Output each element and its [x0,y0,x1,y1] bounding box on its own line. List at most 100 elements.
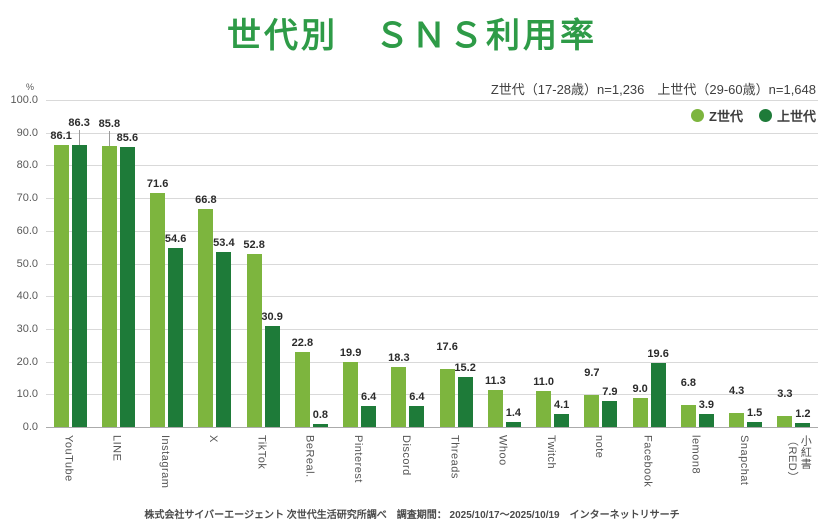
bar-z-10 [536,391,552,427]
value-label: 1.2 [795,408,811,421]
bar-z-3 [198,208,214,427]
bar-elder-13 [698,414,714,427]
x-axis-label: Instagram [158,435,171,489]
gridline [46,230,818,232]
bar-z-5 [294,352,310,427]
gridline [46,296,818,298]
value-label: 6.4 [409,391,425,404]
value-label: 86.3 [68,116,90,129]
bar-z-7 [391,367,407,427]
x-axis-label: YouTube [62,435,75,482]
x-axis-label: lemon8 [689,435,702,475]
value-label: 7.9 [602,386,618,399]
gridline [46,394,818,396]
value-label: 54.6 [164,233,187,246]
label-leader-line [109,131,111,147]
chart-title: 世代別 ＳＮＳ利用率 [227,17,597,55]
value-label: 17.6 [436,341,458,354]
x-axis-label: Twitch [544,435,557,470]
bar-elder-5 [312,424,328,427]
label-leader-line [79,129,81,145]
bar-elder-10 [554,413,570,427]
value-label: 1.4 [505,407,522,420]
legend-label: Z世代 [709,109,743,124]
bar-z-0 [53,145,69,427]
bar-elder-12 [650,362,666,427]
x-axis-label: BeReal. [303,435,316,478]
y-axis-tick-label: 10.0 [16,388,38,401]
gridline [46,361,818,363]
bar-elder-0 [71,144,87,427]
x-axis-label: Threads [448,435,461,479]
y-axis-tick-label: 60.0 [16,224,38,237]
legend-item-older-generation: 上世代 [758,106,816,125]
bar-z-2 [150,192,166,427]
gridline [46,100,818,101]
y-axis-tick-label: 0.0 [22,421,38,433]
bar-elder-6 [361,406,377,427]
x-axis-label: Facebook [641,435,654,488]
x-axis-label: TikTok [255,435,268,470]
gridline [46,427,818,428]
y-axis-tick-label: 40.0 [16,290,38,303]
value-label: 4.1 [553,398,570,411]
bar-elder-4 [264,325,280,427]
y-axis-tick-label: 70.0 [16,192,38,205]
legend-marker-icon [758,109,772,122]
bar-elder-11 [602,401,618,427]
bar-z-13 [680,404,696,427]
bar-elder-9 [505,422,521,427]
y-axis-tick-label: 50.0 [16,257,38,270]
y-axis-tick-label: 20.0 [16,355,38,368]
source-note: 株式会社サイバーエージェント 次世代生活研究所調べ 調査期間： 2025/10/… [144,510,680,521]
sample-size-note: Z世代（17-28歳）n=1,236 上世代（29-60歳）n=1,648 [490,82,816,97]
y-axis-tick-label: 30.0 [16,322,38,335]
value-label: 11.3 [484,375,506,388]
value-label: 9.0 [632,382,648,395]
bar-elder-2 [168,248,184,427]
value-label: 6.8 [680,376,697,389]
bar-elder-7 [409,406,425,427]
bar-z-6 [343,361,359,427]
value-label: 85.8 [98,118,121,131]
value-label: 52.8 [243,239,265,252]
gridline [46,165,818,167]
value-label: 15.2 [454,362,476,375]
plot-area: 86.1 86.3 85.8 85.6 71.6 54.6 66.8 53.4 52.8 30.9… [46,100,818,428]
legend-label: 上世代 [776,109,816,124]
gridline [46,328,818,330]
value-label: 3.9 [698,399,715,412]
gridline [46,132,818,134]
bar-z-12 [632,397,648,427]
value-label: 6.4 [360,391,377,404]
y-axis-tick-label: 90.0 [16,126,38,139]
value-label: 4.3 [728,384,745,397]
bar-z-1 [101,146,117,427]
y-axis-unit-label: % [25,82,34,92]
legend: Z世代 上世代 [691,106,816,125]
y-axis-tick-label: 80.0 [16,159,38,172]
bar-elder-3 [216,252,232,427]
x-axis-label: 小紅書 （RED） [786,435,812,483]
x-axis-label: Discord [400,435,413,476]
value-label: 71.6 [146,177,169,190]
bar-elder-1 [119,147,135,427]
gridline [46,263,818,265]
value-label: 30.9 [261,310,283,323]
x-axis-label: X [207,435,220,443]
value-label: 9.7 [584,367,600,380]
bar-elder-15 [795,423,811,427]
value-label: 53.4 [213,237,235,250]
bar-z-9 [487,390,503,427]
bar-z-15 [777,416,793,427]
value-label: 22.8 [291,337,314,350]
y-axis-tick-label: 100.0 [10,94,38,106]
value-label: 19.9 [339,346,362,359]
legend-item-z-generation: Z世代 [691,106,743,125]
bar-elder-14 [747,422,763,427]
value-label: 19.6 [647,347,669,360]
value-label: 66.8 [195,193,217,206]
value-label: 86.1 [50,130,72,143]
x-axis-label: note [593,435,606,459]
